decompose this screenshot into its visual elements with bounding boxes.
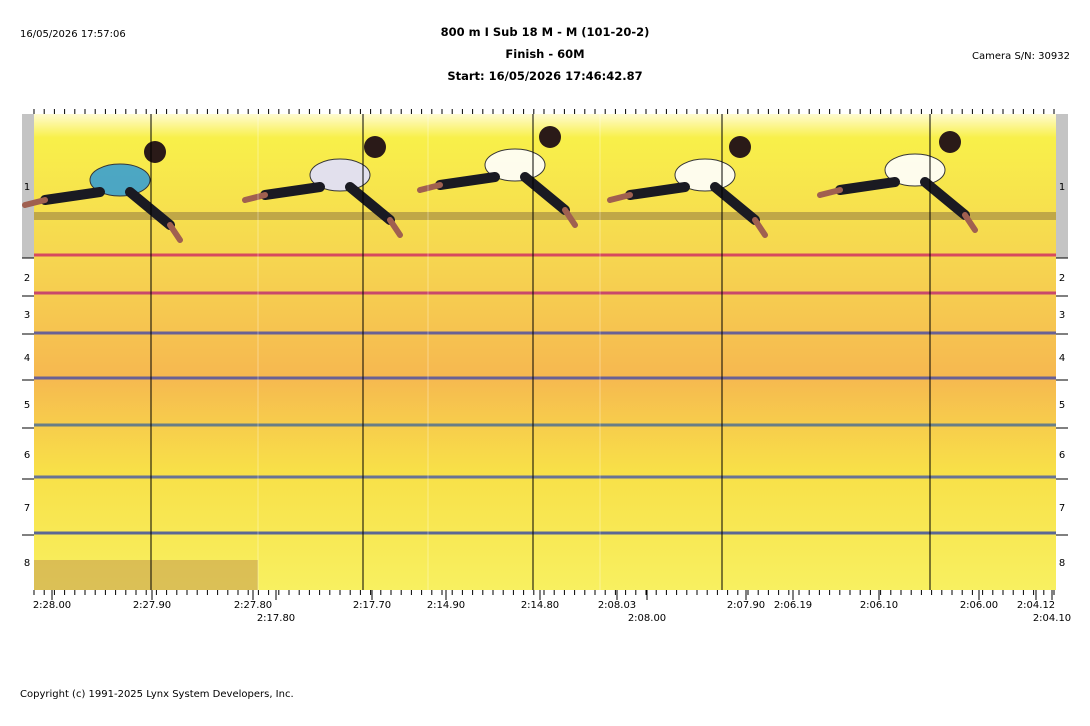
time-label: 2:08.03 [598, 600, 636, 611]
time-label: 2:17.70 [353, 600, 391, 611]
time-label: 2:27.90 [133, 600, 171, 611]
time-label: 2:28.00 [33, 600, 71, 611]
runner-head [539, 126, 561, 148]
start-time: Start: 16/05/2026 17:46:42.87 [447, 69, 642, 83]
lane-label: 5 [24, 400, 30, 411]
runner-head [144, 141, 166, 163]
time-label: 2:04.12 [1017, 600, 1055, 611]
lane-label: 8 [24, 558, 30, 569]
lane-line [34, 423, 1056, 427]
lane-line [34, 331, 1056, 335]
runner-torso [484, 148, 546, 182]
time-label: 2:06.10 [860, 600, 898, 611]
lane-label: 4 [24, 353, 30, 364]
time-label: 2:08.00 [628, 613, 666, 624]
lane-label: 1 [1059, 182, 1065, 193]
lane-label: 2 [24, 273, 30, 284]
side-bar [1056, 114, 1068, 258]
runner-legs-lower [242, 192, 403, 238]
lane-label: 8 [1059, 558, 1065, 569]
lane-label: 2 [1059, 273, 1065, 284]
lane-label: 5 [1059, 400, 1065, 411]
runner-torso [309, 158, 371, 192]
printed-at: 16/05/2026 17:57:06 [20, 29, 126, 40]
time-label: 2:06.00 [960, 600, 998, 611]
time-label: 2:17.80 [257, 613, 295, 624]
runner-legs [435, 172, 570, 215]
runner-legs-lower [417, 182, 578, 228]
lane-line [34, 531, 1056, 535]
runner-legs [260, 182, 395, 225]
runner-head [729, 136, 751, 158]
time-label: 2:04.10 [1033, 613, 1071, 624]
runner-legs-lower [607, 192, 768, 238]
runner-head [364, 136, 386, 158]
lane-label: 6 [24, 450, 30, 461]
copyright: Copyright (c) 1991-2025 Lynx System Deve… [20, 689, 294, 700]
lane-label: 6 [1059, 450, 1065, 461]
lane-line [34, 291, 1056, 295]
title: 800 m I Sub 18 M - M (101-20-2) [441, 25, 650, 39]
runner-legs-lower [22, 197, 183, 243]
finish-image [34, 114, 1056, 590]
lane-label: 3 [1059, 310, 1065, 321]
camera-serial: Camera S/N: 30932 [972, 51, 1070, 62]
runner-torso [674, 158, 736, 192]
track-edge [34, 212, 1056, 220]
lane-line [34, 253, 1056, 257]
lane-label: 3 [24, 310, 30, 321]
runner-torso [89, 163, 151, 197]
runner-legs [835, 177, 970, 220]
runner-legs-lower [817, 187, 978, 233]
side-bar [22, 114, 34, 258]
lane-line [34, 475, 1056, 479]
time-label: 2:14.90 [427, 600, 465, 611]
time-label: 2:07.90 [727, 600, 765, 611]
runner-legs [40, 187, 175, 230]
runner-head [939, 131, 961, 153]
time-label: 2:06.19 [774, 600, 812, 611]
lane-label: 1 [24, 182, 30, 193]
lane-label: 7 [1059, 503, 1065, 514]
time-label: 2:27.80 [234, 600, 272, 611]
lane-label: 7 [24, 503, 30, 514]
image-shade [34, 560, 258, 590]
subtitle: Finish - 60M [505, 47, 584, 61]
time-label: 2:14.80 [521, 600, 559, 611]
lane-line [34, 376, 1056, 380]
lane-label: 4 [1059, 353, 1065, 364]
